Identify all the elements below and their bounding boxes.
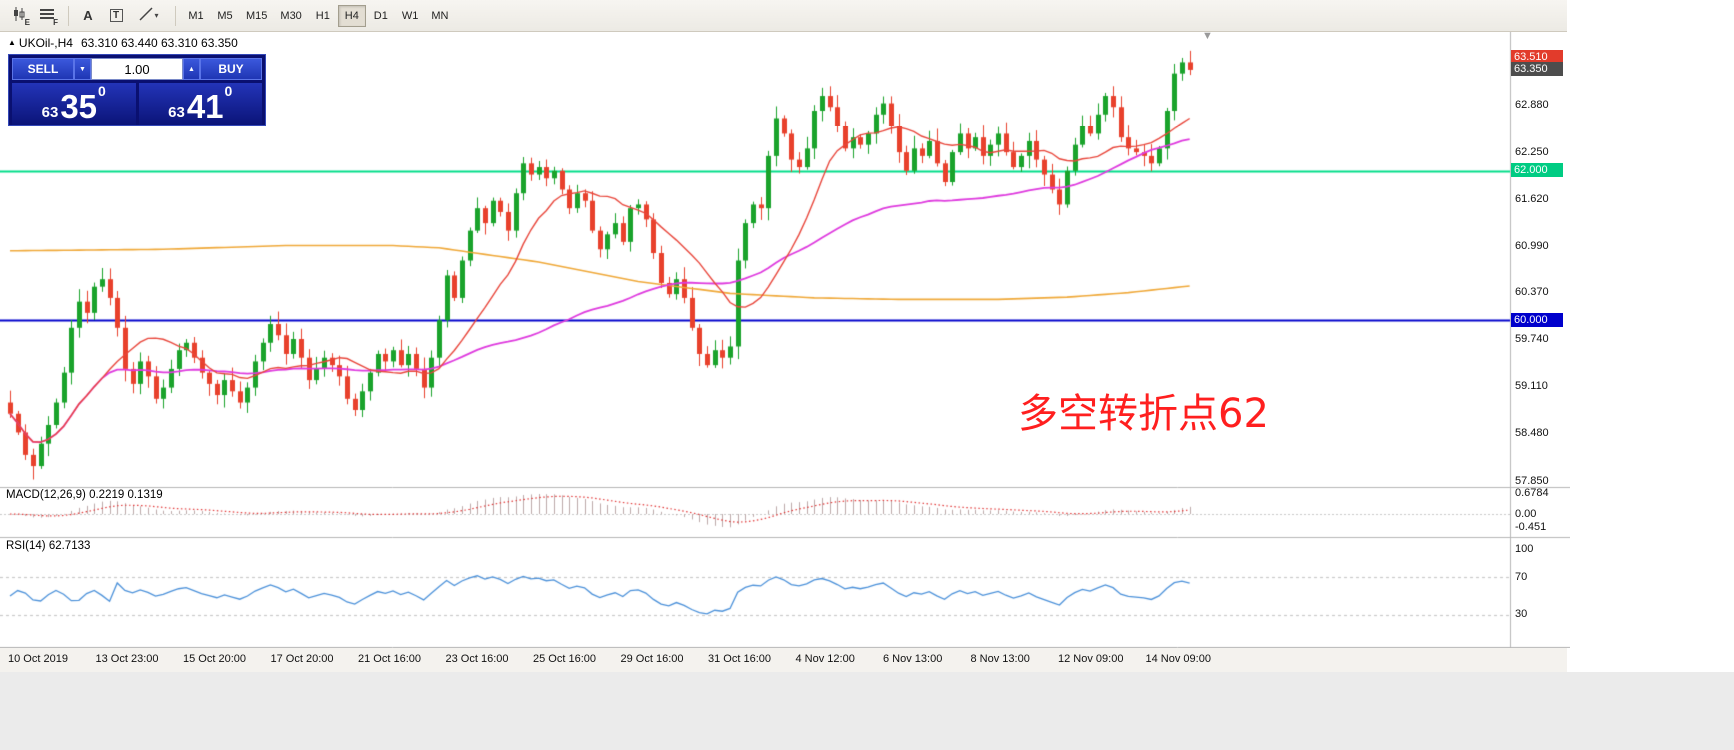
caret-up-icon: ▲: [188, 65, 195, 73]
timeframe-m1[interactable]: M1: [182, 5, 210, 27]
trade-prices-row: 63 35 0 63 41 0: [12, 83, 262, 125]
timeframe-d1[interactable]: D1: [367, 5, 395, 27]
indicator-list-icon: [40, 8, 54, 23]
sell-price-display[interactable]: 63 35 0: [12, 83, 136, 125]
toolbar-separator: [175, 5, 176, 26]
timeframe-mn[interactable]: MN: [425, 5, 454, 27]
text-tool-button[interactable]: A: [75, 4, 101, 28]
timeframe-m15[interactable]: M15: [240, 5, 273, 27]
time-axis-label: 12 Nov 09:00: [1058, 653, 1124, 665]
toolbar: E F A T ▾ M1 M5 M15 M30 H1 H4 D1 W1 MN: [0, 0, 1567, 32]
price-tag: 63.350: [1511, 62, 1563, 77]
volume-increase-button[interactable]: ▲: [183, 58, 200, 80]
line-tools-button[interactable]: ▾: [131, 4, 167, 28]
price-axis-label: 62.880: [1515, 98, 1549, 111]
textbox-tool-button[interactable]: T: [103, 4, 129, 28]
text-tool-icon: A: [83, 8, 93, 23]
trendline-tool-icon: [139, 7, 154, 24]
price-axis-label: 60.370: [1515, 286, 1549, 299]
macd-axis-label: 0.00: [1515, 507, 1537, 520]
time-axis-label: 15 Oct 20:00: [183, 653, 246, 665]
sell-price-prefix: 63: [41, 104, 59, 121]
tool-badge: E: [24, 17, 30, 27]
price-axis-label: 59.740: [1515, 333, 1549, 346]
time-axis-label: 31 Oct 16:00: [708, 653, 771, 665]
timeframe-w1[interactable]: W1: [396, 5, 425, 27]
rsi-axis-label: 100: [1515, 542, 1534, 555]
time-axis-label: 23 Oct 16:00: [445, 653, 509, 665]
chart-mode-button[interactable]: E: [6, 4, 32, 28]
time-axis-label: 21 Oct 16:00: [358, 653, 421, 665]
timeframe-m5[interactable]: M5: [211, 5, 239, 27]
price-axis-label: 61.620: [1515, 192, 1549, 205]
rsi-label: RSI(14) 62.7133: [6, 540, 91, 552]
macd-label: MACD(12,26,9) 0.2219 0.1319: [6, 489, 163, 501]
candlestick-chart-icon: [12, 7, 26, 24]
symbol-period-label: UKOil-,H4: [18, 36, 73, 50]
tool-badge: F: [53, 17, 58, 27]
time-axis-label: 13 Oct 23:00: [95, 653, 159, 665]
price-axis-label: 62.250: [1515, 145, 1549, 158]
chart-ohlc-header: ▲ UKOil-,H4 63.310 63.440 63.310 63.350: [8, 36, 238, 50]
toolbar-separator: [68, 5, 69, 26]
timeframe-m30[interactable]: M30: [274, 5, 307, 27]
time-axis: 10 Oct 2019 13 Oct 23:00 15 Oct 20:00 17 Oc…: [0, 648, 1567, 672]
volume-input[interactable]: [91, 58, 183, 80]
price-tag: 63.510: [1511, 50, 1563, 65]
caret-down-icon: ▼: [79, 65, 86, 73]
time-axis-label: 14 Nov 09:00: [1145, 653, 1211, 665]
price-axis-label: 59.110: [1515, 380, 1548, 393]
price-chart-canvas[interactable]: [0, 32, 1570, 648]
trade-controls-row: SELL ▼ ▲ BUY: [12, 58, 262, 80]
rsi-axis-label: 70: [1515, 570, 1528, 583]
textbox-tool-icon: T: [109, 9, 123, 22]
time-axis-label: 4 Nov 12:00: [795, 653, 855, 665]
macd-axis-label: 0.6784: [1515, 487, 1549, 500]
bottom-strip: [0, 672, 1734, 750]
volume-decrease-button[interactable]: ▼: [74, 58, 91, 80]
symbol-triangle-icon: ▲: [8, 38, 16, 47]
price-axis-label: 60.990: [1515, 239, 1549, 252]
sell-price-big: 35: [60, 88, 98, 125]
time-axis-label: 10 Oct 2019: [8, 653, 68, 665]
chevron-down-icon: ▾: [154, 11, 159, 20]
price-tag: 60.000: [1511, 312, 1563, 327]
indicators-button[interactable]: F: [34, 4, 60, 28]
buy-price-sup: 0: [224, 83, 233, 99]
buy-button[interactable]: BUY: [200, 58, 262, 80]
price-axis-label: 58.480: [1515, 427, 1549, 440]
time-axis-label: 25 Oct 16:00: [533, 653, 596, 665]
macd-axis-label: -0.451: [1515, 520, 1547, 533]
time-axis-label: 8 Nov 13:00: [970, 653, 1030, 665]
buy-price-big: 41: [186, 88, 224, 125]
chart-text-annotation[interactable]: 多空转折点62: [1018, 391, 1269, 437]
buy-price-prefix: 63: [168, 104, 185, 121]
timeframe-h4[interactable]: H4: [337, 4, 366, 27]
time-axis-label: 17 Oct 20:00: [270, 653, 334, 665]
time-axis-label: 29 Oct 16:00: [620, 653, 684, 665]
time-axis-label: 6 Nov 13:00: [883, 653, 943, 665]
timeframe-h1[interactable]: H1: [309, 5, 337, 27]
sell-button[interactable]: SELL: [12, 58, 74, 80]
ohlc-values: 63.310 63.440 63.310 63.350: [80, 36, 238, 50]
price-tag: 62.000: [1511, 163, 1563, 178]
sell-price-sup: 0: [98, 83, 106, 99]
rsi-axis-label: 30: [1515, 608, 1528, 621]
price-axis-label: 57.850: [1515, 474, 1549, 487]
chart-shift-marker-icon: ▼: [1202, 30, 1213, 42]
buy-price-display[interactable]: 63 41 0: [138, 83, 262, 125]
